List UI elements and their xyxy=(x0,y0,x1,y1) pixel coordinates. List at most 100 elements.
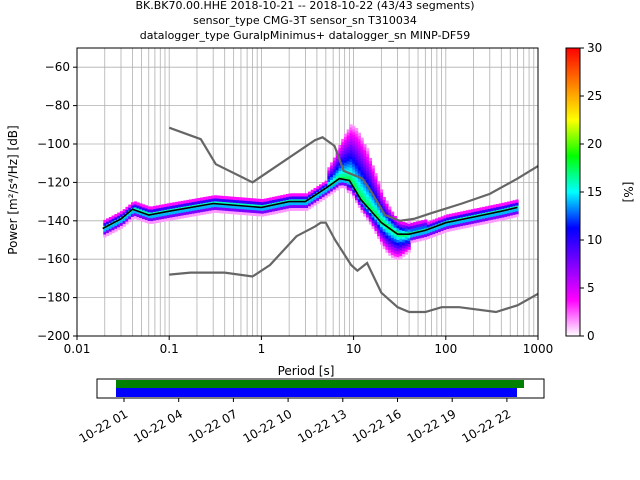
heatmap-cell xyxy=(247,200,251,204)
heatmap-cell xyxy=(352,140,356,144)
heatmap-cell xyxy=(296,207,301,211)
heatmap-cell xyxy=(460,211,464,215)
heatmap-cell xyxy=(208,210,212,214)
heatmap-cell xyxy=(465,221,469,226)
heatmap-cell xyxy=(396,230,400,235)
heatmap-cell xyxy=(335,181,339,185)
x-tick-label: 10 xyxy=(346,342,361,356)
heatmap-cell xyxy=(366,194,370,198)
heatmap-cell xyxy=(393,256,397,260)
heatmap-cell xyxy=(443,226,447,230)
heatmap-cell xyxy=(144,208,148,212)
heatmap-cell xyxy=(496,218,500,222)
heatmap-cell xyxy=(507,215,511,220)
heatmap-cell xyxy=(186,214,190,218)
heatmap-cell xyxy=(283,206,287,210)
heatmap-cell xyxy=(377,210,381,214)
y-tick-label: −80 xyxy=(45,99,70,113)
heatmap-cell xyxy=(180,203,184,207)
heatmap-cell xyxy=(429,220,433,224)
heatmap-cell xyxy=(388,252,392,256)
timeline-tick-label: 10-22 19 xyxy=(405,407,459,446)
heatmap-cell xyxy=(258,213,262,217)
heatmap-cell xyxy=(382,240,386,244)
heatmap-cell xyxy=(269,206,273,210)
heatmap-cell xyxy=(368,160,373,165)
heatmap-cell xyxy=(396,253,400,258)
heatmap-cell xyxy=(216,204,220,208)
heatmap-cell xyxy=(180,209,184,213)
heatmap-cell xyxy=(230,208,234,212)
heatmap-cell xyxy=(330,165,334,169)
heatmap-cell xyxy=(200,209,204,213)
heatmap-cell xyxy=(349,150,353,154)
heatmap-cell xyxy=(153,217,157,221)
heatmap-cell xyxy=(498,214,503,219)
heatmap-cell xyxy=(368,204,373,208)
heatmap-cell xyxy=(382,199,386,203)
heatmap-cell xyxy=(241,208,245,213)
heatmap-cell xyxy=(280,197,284,202)
heatmap-cell xyxy=(343,145,348,149)
heatmap-cell xyxy=(498,206,503,210)
heatmap-cell xyxy=(355,185,359,189)
colorbar-label: [%] xyxy=(621,182,635,203)
heatmap-cell xyxy=(507,204,511,208)
heatmap-cell xyxy=(302,207,306,211)
heatmap-cell xyxy=(352,134,356,138)
heatmap-cell xyxy=(341,179,345,183)
heatmap-cell xyxy=(307,191,312,195)
heatmap-cell xyxy=(247,203,251,207)
heatmap-cell xyxy=(335,169,339,174)
heatmap-cell xyxy=(515,199,519,203)
heatmap-cell xyxy=(252,209,256,214)
colorbar-tick-label: 0 xyxy=(587,329,595,343)
heatmap-cell xyxy=(147,212,151,216)
heatmap-cell xyxy=(352,177,356,182)
heatmap-cell xyxy=(402,236,406,240)
heatmap-cell xyxy=(346,181,350,185)
heatmap-cell xyxy=(374,178,378,183)
heatmap-cell xyxy=(335,184,339,188)
heatmap-cell xyxy=(440,219,444,223)
heatmap-cell xyxy=(390,243,395,247)
heatmap-cell xyxy=(330,191,334,195)
heatmap-cell xyxy=(219,198,223,202)
heatmap-cell xyxy=(296,193,301,197)
heatmap-cell xyxy=(363,207,367,211)
heatmap-cell xyxy=(355,153,359,158)
heatmap-cell xyxy=(299,207,303,211)
heatmap-cell xyxy=(285,208,290,212)
heatmap-cell xyxy=(349,176,353,180)
heatmap-cell xyxy=(424,219,428,223)
heatmap-cell xyxy=(202,205,207,209)
heatmap-cell xyxy=(147,220,151,224)
heatmap-cell xyxy=(111,227,115,231)
colorbar-tick-label: 20 xyxy=(587,137,602,151)
heatmap-cell xyxy=(366,171,370,175)
heatmap-cell xyxy=(213,195,218,199)
heatmap-cell xyxy=(330,162,334,166)
heatmap-cell xyxy=(166,206,171,210)
heatmap-cell xyxy=(457,214,461,219)
heatmap-cell xyxy=(258,204,262,208)
heatmap-cell xyxy=(371,188,375,192)
heatmap-cell xyxy=(471,220,475,224)
heatmap-cell xyxy=(338,150,342,154)
heatmap-cell xyxy=(385,232,389,236)
heatmap-cell xyxy=(390,246,395,250)
heatmap-cell xyxy=(404,228,408,232)
heatmap-cell xyxy=(366,214,370,218)
heatmap-cell xyxy=(208,198,212,203)
heatmap-cell xyxy=(346,169,350,173)
heatmap-cell xyxy=(249,206,254,210)
heatmap-cell xyxy=(352,160,356,164)
heatmap-cell xyxy=(341,170,345,174)
heatmap-cell xyxy=(352,189,356,193)
heatmap-cell xyxy=(125,215,129,219)
heatmap-cell xyxy=(379,229,384,233)
heatmap-cell xyxy=(421,225,425,230)
heatmap-cell xyxy=(346,189,350,194)
heatmap-cell xyxy=(133,207,137,211)
heatmap-cell xyxy=(349,167,353,171)
